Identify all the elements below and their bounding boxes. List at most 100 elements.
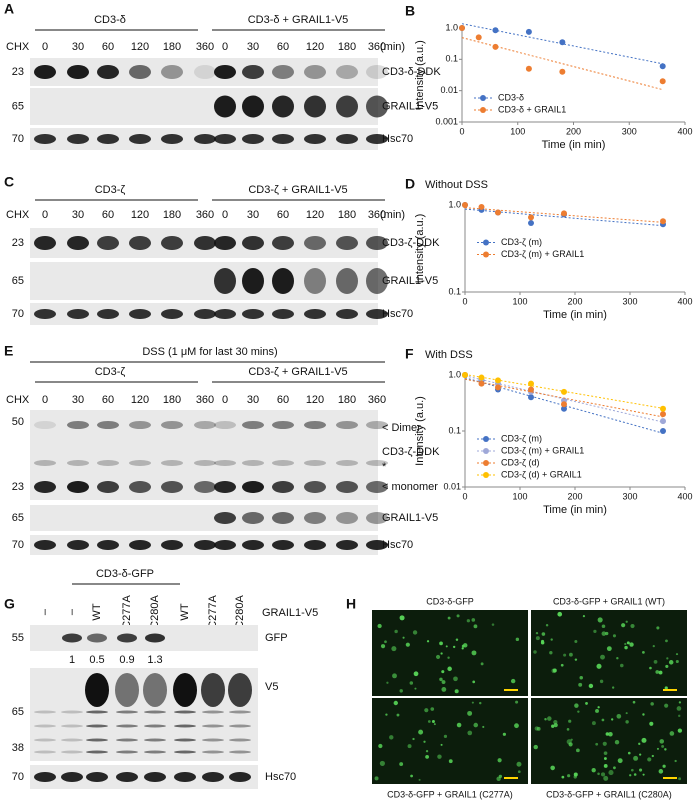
cell [431,719,435,723]
cell [440,743,443,746]
panel-label: H [346,596,356,612]
cell [471,618,476,622]
cell [535,631,539,635]
cell [441,687,447,692]
blot-band [34,65,56,79]
lane-label: 30 [247,209,259,221]
cell [549,651,553,655]
blot-band [67,460,89,466]
cell [611,718,614,721]
blot-band [115,673,139,707]
lane-label: 60 [277,41,289,53]
image-label: CD3-δ-GFP + GRAIL1 (C277A) [387,789,513,799]
row-label: Hsc70 [382,308,413,320]
cell [439,677,443,682]
cell [605,631,609,636]
blot-band [336,481,358,493]
legend-label: CD3-δ + GRAIL1 [498,104,566,114]
blot-band [67,540,89,550]
lane-label: 180 [338,394,356,406]
blot-band [366,481,388,493]
cell [633,773,637,776]
mw-marker: 23 [12,481,24,493]
cell [591,721,596,726]
panel-label: F [405,346,414,362]
cell [652,645,655,648]
row-label: Hsc70 [382,539,413,551]
cell [473,722,479,728]
blot-band [202,710,224,714]
lane-label: 180 [338,41,356,53]
blot-band [229,724,251,728]
cell [455,638,459,642]
blot-band [129,540,151,550]
blot-band [201,673,225,707]
cell [642,651,645,654]
cell [502,732,506,736]
x-tick-label: 100 [512,296,527,306]
mw-marker: 23 [12,66,24,78]
cell [550,638,553,641]
blot-band [129,65,151,79]
blot-band [214,460,236,466]
cell [441,670,445,674]
cell [440,652,443,655]
cell [448,759,453,764]
blot-band [67,65,89,79]
blot-band [34,460,56,466]
blot-band [34,540,56,550]
blot-band [272,134,294,144]
blot-band [366,95,388,118]
cell [454,689,459,694]
data-point [528,220,534,227]
cell [412,737,415,741]
y-axis-label: Intensity (a.u.) [414,396,426,466]
blot-band [336,268,358,294]
blot-band [272,421,294,429]
blot-band [304,95,326,118]
blot-band [214,134,236,144]
blot-band [304,268,326,294]
blot-band [304,481,326,493]
cell [650,702,654,706]
lane-label: C280A [149,595,161,629]
cell [378,743,383,749]
image-label: CD3-δ-GFP [426,596,474,606]
cell [393,700,398,706]
y-tick-label: 0.001 [435,116,458,126]
blot-band [214,421,236,429]
cell [427,720,431,723]
cell [658,670,663,675]
cell [613,766,616,770]
cell [545,623,549,627]
cell [606,646,612,652]
lane-label: WT [91,603,103,620]
cell [453,676,458,682]
blot-band [194,309,216,319]
cell [588,683,594,689]
unit-label: (min) [380,209,405,221]
row-label: V5 [265,681,278,693]
data-point [492,43,499,50]
blot-band [86,710,108,714]
blot-band [174,724,196,728]
cell [633,755,639,761]
cell [616,713,622,719]
blot-band [366,309,388,319]
blot-band [129,236,151,250]
blot-band [34,738,56,742]
data-point [525,65,532,72]
cell [566,728,570,731]
chx-label: CHX [6,209,30,221]
blot-band [34,421,56,429]
cell [471,650,477,656]
blot-band [34,309,56,319]
cell [409,681,414,685]
band-annotation: < Dimer [382,422,421,434]
quantification: 0.9 [119,654,134,666]
legend-marker [483,460,489,466]
x-tick-label: 200 [567,296,582,306]
y-tick-label: 0.01 [440,85,458,95]
cell [595,742,599,746]
